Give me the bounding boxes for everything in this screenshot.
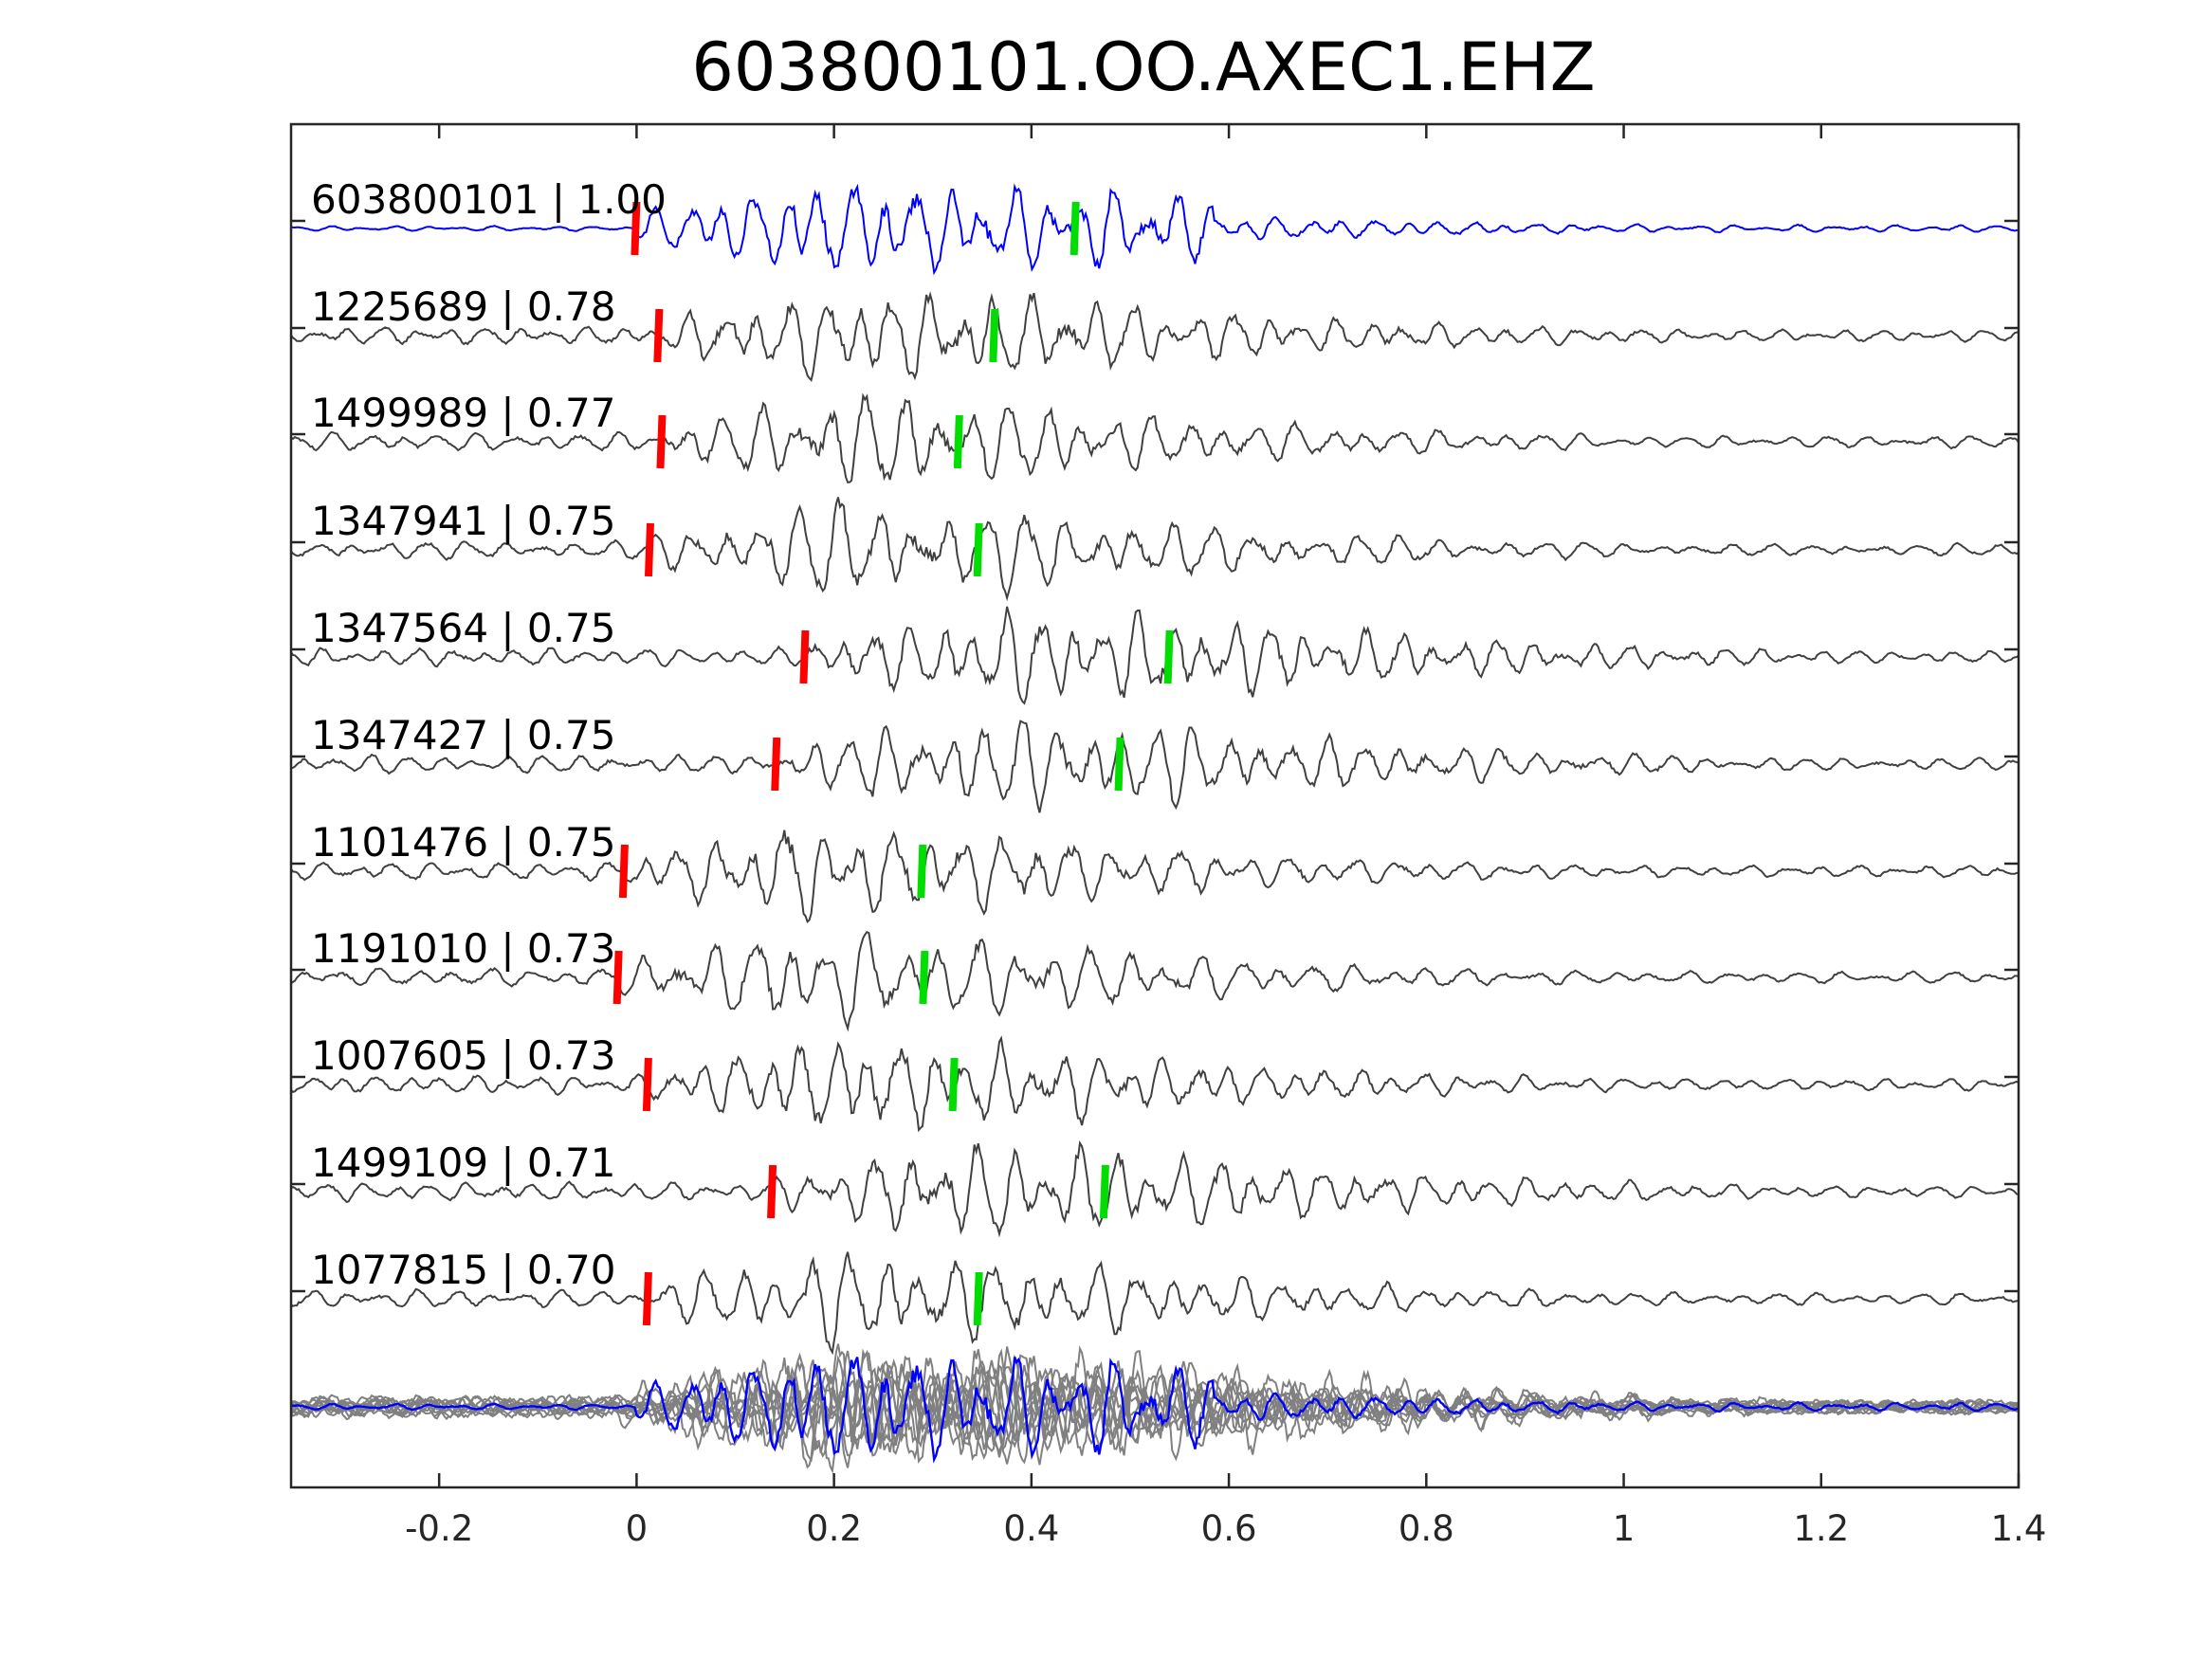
waveform-trace [290,392,2020,483]
waveform-trace [290,497,2020,602]
trace-label: 1347941 | 0.75 [311,498,615,544]
s-pick-marker [973,522,983,577]
p-pick-marker [631,201,641,256]
p-pick-marker [618,844,629,899]
p-pick-marker [656,414,667,469]
stack-trace [290,1350,2020,1474]
waveform-trace [290,720,2020,813]
waveform-trace [290,1139,2020,1238]
stack-reference-trace [290,1357,2020,1464]
chart-title: 603800101.OO.AXEC1.EHZ [691,28,1595,106]
p-pick-marker [612,950,623,1005]
s-pick-marker [989,308,999,363]
trace-label: 1077815 | 0.70 [311,1247,615,1293]
p-pick-marker [799,629,810,684]
s-pick-marker [1163,629,1174,684]
trace-label: 1191010 | 0.73 [311,925,615,972]
waveform-trace [290,1035,2020,1133]
p-pick-marker [642,1057,652,1112]
x-tick-label: 0.2 [806,1508,862,1549]
waveform-trace [290,183,2020,276]
waveform-trace [290,830,2020,923]
x-tick-label: -0.2 [405,1508,473,1549]
s-pick-marker [1069,201,1080,256]
trace-label: 1499109 | 0.71 [311,1139,615,1186]
x-tick-label: 0.8 [1398,1508,1454,1549]
s-pick-marker [917,844,927,899]
s-pick-marker [973,1271,983,1326]
waveform-trace [290,606,2020,705]
waveform-trace [290,1251,2020,1356]
plot-area: 603800101 | 1.00 1225689 | 0.78 1499989 | … [290,176,2020,1474]
trace-label: 1499989 | 0.77 [311,390,615,436]
x-tick-label: 0.6 [1201,1508,1257,1549]
trace-label: 1347427 | 0.75 [311,712,615,758]
stack-trace [290,1348,2020,1464]
axes-box [289,122,2020,1489]
s-pick-marker [953,414,963,469]
trace-label: 1101476 | 0.75 [311,819,615,866]
p-pick-marker [642,1271,652,1326]
trace-label: 1347564 | 0.75 [311,605,615,651]
waveform-trace [290,930,2020,1032]
s-pick-marker [919,950,929,1005]
p-pick-marker [767,1164,777,1219]
waveform-trace [290,291,2020,382]
x-tick-label: 0.4 [1003,1508,1059,1549]
p-pick-marker [653,308,664,363]
trace-label: 1225689 | 0.78 [311,283,615,330]
trace-label: 1007605 | 0.73 [311,1032,615,1079]
p-pick-marker [771,737,781,792]
trace-label: 603800101 | 1.00 [311,176,667,223]
x-axis: -0.2 0 0.2 0.4 0.6 0.8 1 1.2 1.4 [405,124,2046,1549]
s-pick-marker [948,1057,959,1112]
p-pick-marker [644,522,654,577]
x-tick-label: 1 [1613,1508,1636,1549]
x-tick-label: 1.2 [1793,1508,1849,1549]
s-pick-marker [1114,737,1124,792]
x-tick-label: 0 [626,1508,649,1549]
s-pick-marker [1099,1164,1109,1219]
x-tick-label: 1.4 [1991,1508,2047,1549]
